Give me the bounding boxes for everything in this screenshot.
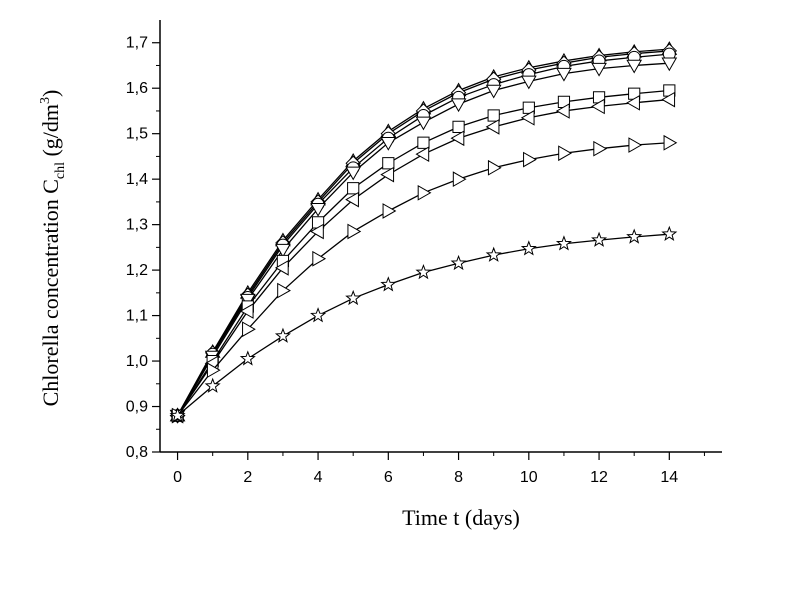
y-tick-label: 1,1 xyxy=(126,308,148,325)
data-point xyxy=(380,137,397,151)
axes: 0 2 4 6 8 10 12 14 0,8 0,9 1,0 1,1 1,2 1,3 1,4 1,5 1,6 1,… xyxy=(126,20,722,486)
data-point xyxy=(169,407,186,423)
x-tick-label: 0 xyxy=(173,469,182,486)
data-point xyxy=(239,303,254,319)
data-point xyxy=(661,57,678,72)
data-point xyxy=(450,98,467,113)
data-point xyxy=(380,276,397,292)
data-point xyxy=(523,151,537,168)
x-tick-label: 2 xyxy=(243,469,252,486)
data-point xyxy=(450,254,467,271)
y-axis-title-main: Chlorella concentration C xyxy=(38,179,63,406)
data-point xyxy=(555,103,570,119)
series-group xyxy=(169,41,678,424)
data-point xyxy=(415,116,432,131)
data-point xyxy=(415,263,432,280)
data-point xyxy=(347,223,362,240)
data-point xyxy=(277,282,291,299)
data-point xyxy=(558,145,572,162)
y-tick-label: 1,6 xyxy=(126,80,148,97)
data-point xyxy=(345,289,362,306)
x-axis-title: Time t (days) xyxy=(402,505,520,530)
data-point xyxy=(626,228,643,244)
data-point xyxy=(628,137,643,153)
data-point xyxy=(345,166,362,181)
labels: Time t (days) Chlorella concentration Cc… xyxy=(38,90,520,530)
series-line xyxy=(177,142,670,417)
y-tick-label: 1,4 xyxy=(126,171,148,188)
x-tick-label: 14 xyxy=(660,469,678,486)
y-axis-title-unit-close: ) xyxy=(38,90,63,97)
data-point xyxy=(382,203,397,219)
data-point xyxy=(312,250,327,267)
y-tick-label: 1,7 xyxy=(126,35,148,52)
data-point xyxy=(450,130,465,147)
data-point xyxy=(310,223,324,240)
x-tick-label: 12 xyxy=(590,469,608,486)
data-point xyxy=(347,182,360,195)
data-point xyxy=(591,62,607,77)
data-point xyxy=(661,225,678,241)
data-point xyxy=(452,120,465,133)
data-point xyxy=(591,231,608,247)
data-point xyxy=(382,157,395,170)
series-triangle-down xyxy=(169,57,678,424)
data-point xyxy=(380,166,395,183)
data-point xyxy=(242,321,256,338)
y-tick-label: 1,2 xyxy=(126,262,148,279)
data-point xyxy=(206,362,221,379)
data-point xyxy=(274,327,291,343)
data-point xyxy=(663,134,678,151)
data-point xyxy=(239,350,256,366)
data-point xyxy=(487,109,500,122)
data-point xyxy=(417,184,432,201)
data-point xyxy=(275,243,291,258)
series-star xyxy=(169,225,678,423)
data-point xyxy=(452,171,467,188)
data-point xyxy=(415,146,430,163)
data-point xyxy=(274,259,289,276)
x-tick-label: 6 xyxy=(384,469,393,486)
data-point xyxy=(520,109,535,126)
series-square xyxy=(171,84,676,422)
y-axis-title: Chlorella concentration Cchl (g/dm3) xyxy=(38,90,68,407)
data-point xyxy=(556,67,572,82)
y-tick-label: 0,9 xyxy=(126,399,148,416)
y-axis-title-unit-exponent: 3 xyxy=(38,97,53,104)
y-tick-label: 1,0 xyxy=(126,353,148,370)
data-point xyxy=(204,377,221,393)
data-point xyxy=(555,235,572,251)
data-point xyxy=(487,159,502,176)
y-tick-label: 1,3 xyxy=(126,217,148,234)
x-tick-label: 4 xyxy=(314,469,323,486)
data-point xyxy=(661,91,676,108)
y-axis-title-unit: (g/dm xyxy=(38,104,63,162)
series-triangle-left xyxy=(169,91,676,424)
data-point xyxy=(417,136,430,149)
x-tick-label: 10 xyxy=(520,469,538,486)
data-point xyxy=(345,191,359,208)
data-point xyxy=(593,140,608,157)
series-triangle-right xyxy=(171,134,678,424)
data-point xyxy=(626,94,640,111)
data-point xyxy=(520,240,537,256)
y-tick-label: 1,5 xyxy=(126,126,148,143)
y-tick-label: 0,8 xyxy=(126,444,148,461)
x-tick-label: 8 xyxy=(454,469,463,486)
data-point xyxy=(485,246,502,262)
data-point xyxy=(520,75,537,90)
data-point xyxy=(626,59,643,74)
data-point xyxy=(591,98,605,115)
y-axis-title-subscript: chl xyxy=(53,162,68,179)
data-point xyxy=(310,202,326,217)
data-point xyxy=(310,307,327,323)
data-point xyxy=(485,84,502,99)
data-point xyxy=(485,119,500,135)
